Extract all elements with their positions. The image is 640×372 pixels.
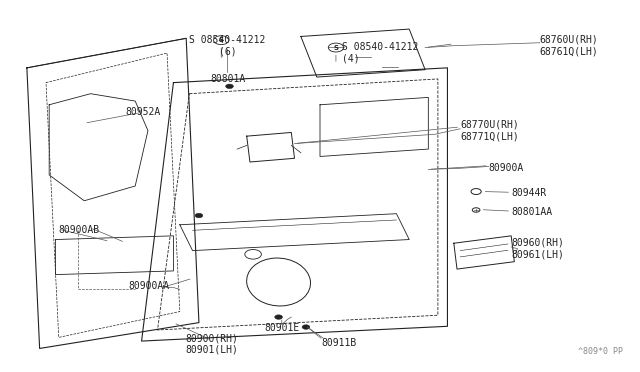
Circle shape <box>195 213 203 218</box>
Text: 68770U(RH)
68771Q(LH): 68770U(RH) 68771Q(LH) <box>460 120 519 141</box>
Text: S 08540-41212
(4): S 08540-41212 (4) <box>342 42 419 64</box>
Text: 80901E: 80901E <box>264 323 300 333</box>
Text: 80952A: 80952A <box>125 107 161 117</box>
Circle shape <box>226 84 234 89</box>
Text: S: S <box>219 37 224 43</box>
Text: 68760U(RH)
68761Q(LH): 68760U(RH) 68761Q(LH) <box>540 35 598 57</box>
Text: 80900A: 80900A <box>489 163 524 173</box>
Text: 80801A: 80801A <box>210 74 245 84</box>
Text: 80944R: 80944R <box>511 188 547 198</box>
Text: S 08540-41212
(6): S 08540-41212 (6) <box>189 35 266 57</box>
Text: ^809*0 PP: ^809*0 PP <box>578 347 623 356</box>
Text: 80900AB: 80900AB <box>59 225 100 235</box>
Text: 80900AA: 80900AA <box>129 281 170 291</box>
Circle shape <box>275 315 282 319</box>
Text: 80801AA: 80801AA <box>511 207 552 217</box>
Circle shape <box>302 325 310 329</box>
Circle shape <box>471 189 481 195</box>
Text: 80911B: 80911B <box>321 338 356 348</box>
Text: 80900(RH)
80901(LH): 80900(RH) 80901(LH) <box>185 333 238 355</box>
Text: 80960(RH)
80961(LH): 80960(RH) 80961(LH) <box>511 238 564 260</box>
Text: S: S <box>333 45 339 51</box>
